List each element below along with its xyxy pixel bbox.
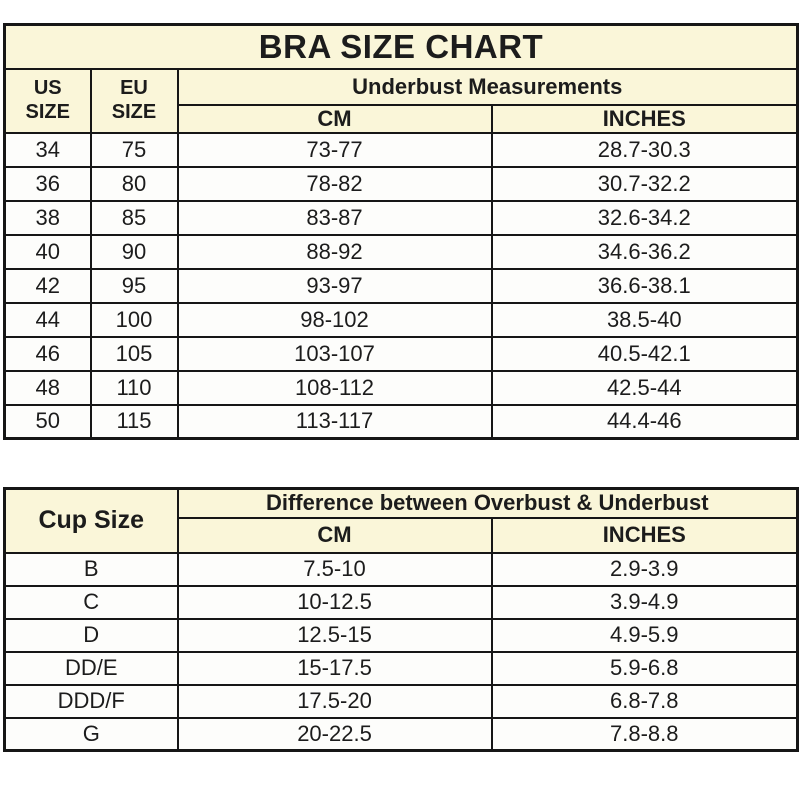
eu-size-cell: 95 bbox=[89, 267, 179, 304]
cm-range-cell: 113-117 bbox=[176, 403, 493, 440]
inches-range-cell: 28.7-30.3 bbox=[490, 131, 799, 168]
table-row: G 20-22.5 7.8-8.8 bbox=[3, 716, 799, 752]
inches-range-cell: 36.6-38.1 bbox=[490, 267, 799, 304]
cm-range-cell: 88-92 bbox=[176, 233, 493, 270]
eu-size-cell: 80 bbox=[89, 165, 179, 202]
cup-size-cell: C bbox=[3, 584, 179, 620]
cup-size-cell: DD/E bbox=[3, 650, 179, 686]
difference-group-header: Difference between Overbust & Underbust bbox=[176, 487, 799, 519]
cup-size-cell: D bbox=[3, 617, 179, 653]
inches-range-cell: 34.6-36.2 bbox=[490, 233, 799, 270]
cm-range-cell: 83-87 bbox=[176, 199, 493, 236]
cm-range-cell: 73-77 bbox=[176, 131, 493, 168]
cm-range-cell: 78-82 bbox=[176, 165, 493, 202]
us-size-cell: 50 bbox=[3, 403, 92, 440]
cm-range-cell: 20-22.5 bbox=[176, 716, 493, 752]
us-size-cell: 46 bbox=[3, 335, 92, 372]
inches-range-cell: 30.7-32.2 bbox=[490, 165, 799, 202]
inches-range-cell: 5.9-6.8 bbox=[490, 650, 799, 686]
inches-range-cell: 42.5-44 bbox=[490, 369, 799, 406]
table-row: 34 75 73-77 28.7-30.3 bbox=[3, 131, 799, 168]
inches-range-cell: 7.8-8.8 bbox=[490, 716, 799, 752]
underbust-measurements-header: Underbust Measurements bbox=[176, 67, 799, 106]
us-size-cell: 38 bbox=[3, 199, 92, 236]
cup-size-column-header: Cup Size bbox=[3, 487, 179, 554]
eu-size-cell: 115 bbox=[89, 403, 179, 440]
eu-size-cell: 75 bbox=[89, 131, 179, 168]
inches-column-header: INCHES bbox=[490, 103, 799, 134]
table-row: B 7.5-10 2.9-3.9 bbox=[3, 551, 799, 587]
eu-size-cell: 105 bbox=[89, 335, 179, 372]
cup-size-cell: G bbox=[3, 716, 179, 752]
cm-range-cell: 10-12.5 bbox=[176, 584, 493, 620]
us-size-cell: 40 bbox=[3, 233, 92, 270]
table-row: DD/E 15-17.5 5.9-6.8 bbox=[3, 650, 799, 686]
table-row: 42 95 93-97 36.6-38.1 bbox=[3, 267, 799, 304]
inches-range-cell: 40.5-42.1 bbox=[490, 335, 799, 372]
inches-range-cell: 4.9-5.9 bbox=[490, 617, 799, 653]
cm-range-cell: 108-112 bbox=[176, 369, 493, 406]
cm-range-cell: 15-17.5 bbox=[176, 650, 493, 686]
cm-range-cell: 98-102 bbox=[176, 301, 493, 338]
inches-range-cell: 38.5-40 bbox=[490, 301, 799, 338]
eu-size-cell: 100 bbox=[89, 301, 179, 338]
table-row: 50 115 113-117 44.4-46 bbox=[3, 403, 799, 440]
inches-range-cell: 32.6-34.2 bbox=[490, 199, 799, 236]
cm-range-cell: 7.5-10 bbox=[176, 551, 493, 587]
eu-size-cell: 90 bbox=[89, 233, 179, 270]
table-row: C 10-12.5 3.9-4.9 bbox=[3, 584, 799, 620]
cup-size-cell: DDD/F bbox=[3, 683, 179, 719]
us-size-cell: 42 bbox=[3, 267, 92, 304]
cm-range-cell: 103-107 bbox=[176, 335, 493, 372]
eu-size-cell: 85 bbox=[89, 199, 179, 236]
cm-range-cell: 12.5-15 bbox=[176, 617, 493, 653]
inches-range-cell: 44.4-46 bbox=[490, 403, 799, 440]
us-size-column-header: US SIZE bbox=[3, 67, 92, 134]
inches-range-cell: 2.9-3.9 bbox=[490, 551, 799, 587]
cm-column-header: CM bbox=[176, 103, 493, 134]
us-size-cell: 34 bbox=[3, 131, 92, 168]
cup-size-cell: B bbox=[3, 551, 179, 587]
table-row: 36 80 78-82 30.7-32.2 bbox=[3, 165, 799, 202]
us-size-cell: 44 bbox=[3, 301, 92, 338]
table-row: 40 90 88-92 34.6-36.2 bbox=[3, 233, 799, 270]
eu-size-column-header: EU SIZE bbox=[89, 67, 179, 134]
table-row: DDD/F 17.5-20 6.8-7.8 bbox=[3, 683, 799, 719]
cup-size-table: Cup Size Difference between Overbust & U… bbox=[3, 487, 800, 752]
table-row: 46 105 103-107 40.5-42.1 bbox=[3, 335, 799, 372]
inches-column-header: INCHES bbox=[490, 516, 799, 554]
table-row: 48 110 108-112 42.5-44 bbox=[3, 369, 799, 406]
band-size-table: BRA SIZE CHART US SIZE EU SIZE Underbust… bbox=[3, 23, 800, 440]
us-size-cell: 36 bbox=[3, 165, 92, 202]
inches-range-cell: 6.8-7.8 bbox=[490, 683, 799, 719]
inches-range-cell: 3.9-4.9 bbox=[490, 584, 799, 620]
cm-range-cell: 17.5-20 bbox=[176, 683, 493, 719]
us-size-cell: 48 bbox=[3, 369, 92, 406]
table-row: 38 85 83-87 32.6-34.2 bbox=[3, 199, 799, 236]
table-row: D 12.5-15 4.9-5.9 bbox=[3, 617, 799, 653]
chart-title: BRA SIZE CHART bbox=[3, 23, 799, 70]
table-row: 44 100 98-102 38.5-40 bbox=[3, 301, 799, 338]
cm-column-header: CM bbox=[176, 516, 493, 554]
eu-size-cell: 110 bbox=[89, 369, 179, 406]
cm-range-cell: 93-97 bbox=[176, 267, 493, 304]
